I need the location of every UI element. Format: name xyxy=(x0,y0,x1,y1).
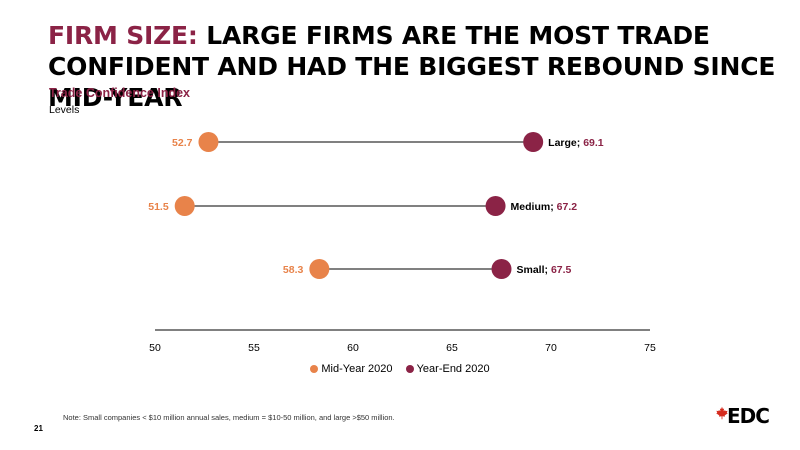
year-end-point xyxy=(485,196,506,216)
logo-text: EDC xyxy=(727,404,770,428)
category-label: Medium; xyxy=(511,201,557,213)
page-number: 21 xyxy=(34,424,43,433)
x-tick-label: 75 xyxy=(644,342,656,354)
edc-logo: EDC xyxy=(715,404,770,428)
legend-swatch-year-end xyxy=(405,365,414,373)
mid-year-point xyxy=(174,196,195,216)
year-end-data-label: Large; 69.1 xyxy=(548,137,604,149)
mid-year-data-label: 51.5 xyxy=(148,201,169,213)
year-end-data-label: Small; 67.5 xyxy=(517,264,572,276)
chart-units: Levels xyxy=(49,104,80,116)
maple-leaf-icon xyxy=(716,406,728,420)
x-tick-label: 50 xyxy=(149,342,161,354)
category-label: Small; xyxy=(517,264,551,276)
year-end-data-label: Medium; 67.2 xyxy=(511,201,578,213)
category-label: Large; xyxy=(548,137,583,149)
year-end-value: 67.2 xyxy=(557,201,578,213)
year-end-point xyxy=(491,259,512,279)
x-tick-label: 55 xyxy=(248,342,260,354)
x-tick-label: 60 xyxy=(347,342,359,354)
mid-year-point xyxy=(198,132,219,152)
chart-subtitle: Trade Confidence Index xyxy=(49,86,191,100)
mid-year-data-label: 52.7 xyxy=(172,137,193,149)
page-title: FIRM SIZE: LARGE FIRMS ARE THE MOST TRAD… xyxy=(48,20,788,113)
mid-year-point xyxy=(309,259,330,279)
chart-legend: Mid-Year 2020 Year-End 2020 xyxy=(0,363,800,376)
title-rest: LARGE FIRMS ARE THE MOST TRADE CONFIDENT… xyxy=(48,21,776,112)
mid-year-data-label: 58.3 xyxy=(283,264,304,276)
year-end-value: 67.5 xyxy=(551,264,572,276)
footnote: Note: Small companies < $10 million annu… xyxy=(63,413,395,422)
year-end-value: 69.1 xyxy=(583,137,604,149)
legend-item-year-end: Year-End 2020 xyxy=(405,363,490,375)
legend-label-mid-year: Mid-Year 2020 xyxy=(321,363,393,375)
legend-swatch-mid-year xyxy=(310,365,319,373)
legend-item-mid-year: Mid-Year 2020 xyxy=(310,363,393,375)
legend-label-year-end: Year-End 2020 xyxy=(416,363,490,375)
x-tick-label: 70 xyxy=(545,342,557,354)
year-end-point xyxy=(523,132,544,152)
x-tick-label: 65 xyxy=(446,342,458,354)
title-accent: FIRM SIZE: xyxy=(48,21,198,50)
